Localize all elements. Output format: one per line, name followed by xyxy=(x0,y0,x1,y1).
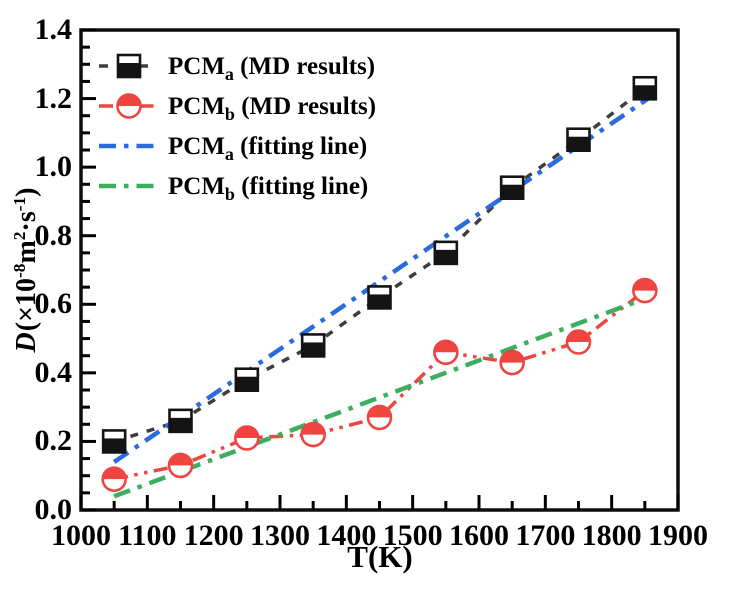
legend-label: PCMa (fitting line) xyxy=(168,132,368,164)
half-circle-marker xyxy=(116,93,142,119)
legend-label: PCMa (MD results) xyxy=(168,52,376,84)
legend-item-1: PCMb (MD results) xyxy=(97,86,376,126)
series-line-0 xyxy=(113,86,646,444)
legend-swatch xyxy=(99,183,159,189)
x-tick-label: 1900 xyxy=(648,519,708,552)
x-axis-label: T(K) xyxy=(347,539,413,574)
half-circle-marker xyxy=(499,349,525,376)
legend-item-0: PCMa (MD results) xyxy=(97,46,376,86)
half-square-marker xyxy=(566,127,591,153)
half-square-marker xyxy=(234,367,260,393)
half-square-marker xyxy=(116,53,142,79)
x-tick-label: 1000 xyxy=(51,519,111,552)
legend-label: PCMb (MD results) xyxy=(168,92,377,124)
legend-label: PCMb (fitting line) xyxy=(168,172,369,204)
half-circle-marker xyxy=(101,466,127,492)
y-axis-label: D(×10-8m2·s-1) xyxy=(9,187,43,353)
series-line-3 xyxy=(113,295,649,499)
series-line-1 xyxy=(113,289,646,481)
x-tick-label: 1800 xyxy=(581,519,642,552)
y-tick-label: 0.6 xyxy=(34,287,73,321)
half-square-marker xyxy=(632,75,658,101)
y-tick-label: 1.4 xyxy=(34,13,73,46)
half-circle-marker xyxy=(167,452,194,479)
legend: PCMa (MD results) PCMb (MD results) PCMa (… xyxy=(97,46,376,206)
x-tick-label: 1400 xyxy=(316,519,377,552)
half-square-marker xyxy=(300,333,326,358)
half-circle-marker xyxy=(632,277,658,304)
y-tick-label: 0.2 xyxy=(34,424,73,458)
y-tick-label: 1.2 xyxy=(34,81,73,115)
plot-frame xyxy=(79,28,680,512)
y-tick-label: 0.4 xyxy=(34,355,73,389)
legend-item-2: PCMa (fitting line) xyxy=(97,126,376,166)
half-circle-marker xyxy=(300,421,326,448)
y-tick-label: 0.8 xyxy=(34,218,73,252)
x-tick-label: 1100 xyxy=(118,519,177,552)
half-square-marker xyxy=(168,408,193,434)
legend-swatch xyxy=(99,93,159,119)
y-tick-label: 1.0 xyxy=(34,150,73,184)
y-tick-label: 0.0 xyxy=(34,493,73,526)
legend-swatch xyxy=(99,143,159,149)
half-circle-marker xyxy=(433,339,459,366)
half-square-marker xyxy=(433,240,459,266)
half-square-marker xyxy=(367,285,392,310)
x-tick-label: 1200 xyxy=(183,519,244,552)
half-circle-marker xyxy=(565,329,592,355)
half-square-marker xyxy=(499,175,525,201)
legend-item-3: PCMb (fitting line) xyxy=(97,166,376,206)
series-line-2 xyxy=(112,96,650,464)
x-tick-label: 1500 xyxy=(382,519,443,552)
half-square-marker xyxy=(101,429,127,454)
half-circle-marker xyxy=(234,425,260,451)
x-tick-label: 1700 xyxy=(515,519,576,552)
half-circle-marker xyxy=(366,404,393,431)
legend-swatch xyxy=(99,53,159,79)
x-tick-label: 1300 xyxy=(250,519,310,552)
x-tick-label: 1600 xyxy=(449,519,509,552)
